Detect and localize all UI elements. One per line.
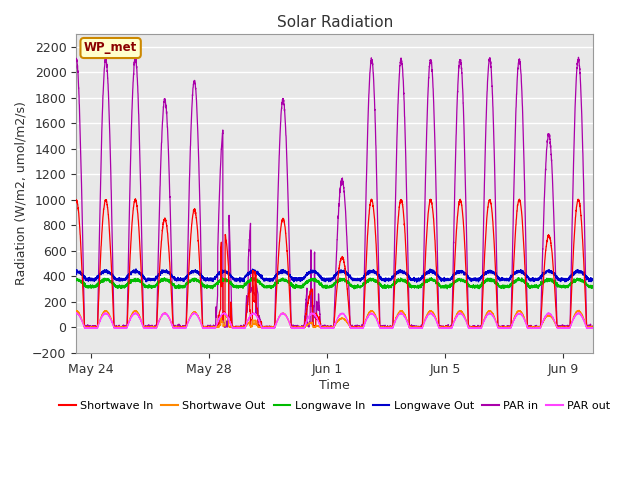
Legend: Shortwave In, Shortwave Out, Longwave In, Longwave Out, PAR in, PAR out: Shortwave In, Shortwave Out, Longwave In…	[54, 397, 614, 416]
Title: Solar Radiation: Solar Radiation	[276, 15, 393, 30]
X-axis label: Time: Time	[319, 379, 350, 392]
Y-axis label: Radiation (W/m2, umol/m2/s): Radiation (W/m2, umol/m2/s)	[15, 102, 28, 286]
Text: WP_met: WP_met	[84, 41, 137, 55]
